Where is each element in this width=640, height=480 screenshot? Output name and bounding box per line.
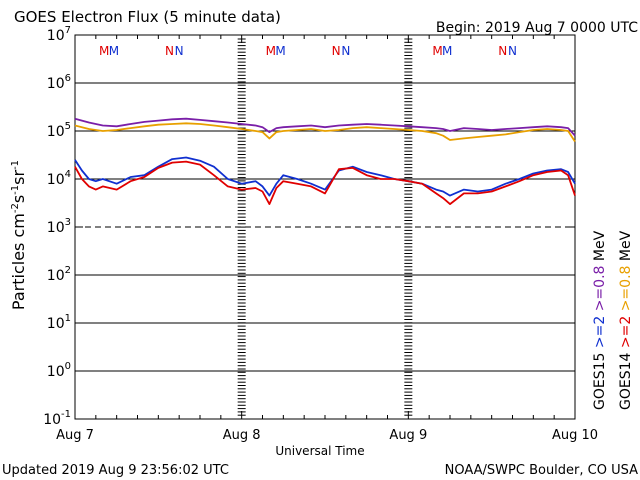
- y-tick-label: 102: [47, 265, 71, 284]
- y-tick-label-base: 10: [47, 124, 65, 140]
- mn-marker: M: [109, 44, 119, 58]
- mn-marker: N: [332, 44, 341, 58]
- y-tick-label-exp: 5: [65, 121, 71, 132]
- legend-entry: >=2: [592, 316, 608, 353]
- y-tick-label-exp: 7: [65, 25, 71, 36]
- credit-text: NOAA/SWPC Boulder, CO USA: [445, 463, 638, 478]
- x-tick-label: Aug 8: [223, 428, 261, 443]
- y-tick-label-exp: 2: [65, 265, 71, 276]
- legend-entry: GOES14: [618, 352, 634, 410]
- y-tick-label-base: 10: [47, 172, 65, 188]
- series-line: [74, 117, 576, 137]
- y-tick-label-exp: 3: [65, 217, 71, 228]
- y-tick-label-base: 10: [47, 316, 65, 332]
- y-tick-label: 104: [47, 169, 71, 188]
- legend-column: GOES15 >=2 >=0.8 MeV: [592, 230, 608, 410]
- legend-entry: >=2: [618, 316, 634, 353]
- y-tick-label-base: 10: [47, 28, 65, 44]
- chart-title: GOES Electron Flux (5 minute data): [14, 8, 281, 26]
- x-axis-ticks: Aug 7 Aug 8 Aug 9 Aug 10: [56, 35, 598, 443]
- y-tick-label-exp: -1: [61, 409, 71, 420]
- mn-marker: M: [99, 44, 109, 58]
- y-tick-label-base: 10: [47, 76, 65, 92]
- y-tick-label-base: 10: [47, 364, 65, 380]
- legend-entry: GOES15: [592, 353, 608, 410]
- y-axis-label-mid2: sr: [9, 170, 28, 185]
- mn-marker: M: [442, 44, 452, 58]
- series-line: [74, 156, 576, 197]
- begin-label: Begin: 2019 Aug 7 0000 UTC: [436, 20, 638, 36]
- mn-marker: N: [508, 44, 517, 58]
- y-axis-label-exp3: -1: [10, 160, 21, 170]
- y-axis-label-exp1: -2: [10, 203, 21, 213]
- y-axis-label-exp2: -1: [10, 185, 21, 195]
- mn-marker: N: [498, 44, 507, 58]
- legend-entry: >=0.8: [592, 266, 608, 316]
- x-tick-label: Aug 9: [389, 428, 427, 443]
- y-tick-label: 106: [47, 73, 71, 92]
- mn-marker: N: [165, 44, 174, 58]
- legend-entry: >=0.8: [618, 266, 634, 316]
- y-tick-label-exp: 6: [65, 73, 71, 84]
- legend-entry: MeV: [592, 230, 608, 265]
- y-tick-label-base: 10: [43, 412, 61, 428]
- y-axis-label: Particles cm-2s-1sr-1: [9, 160, 28, 310]
- y-tick-label: 105: [47, 121, 71, 140]
- y-tick-label: 100: [47, 361, 71, 380]
- x-tick-label: Aug 7: [56, 428, 94, 443]
- y-tick-label: 103: [47, 217, 71, 236]
- mn-marker: N: [341, 44, 350, 58]
- x-tick-label: Aug 10: [552, 428, 598, 443]
- plot-grid: [75, 82, 575, 372]
- y-tick-label-exp: 4: [65, 169, 71, 180]
- series-line: [74, 122, 576, 143]
- updated-timestamp: Updated 2019 Aug 9 23:56:02 UTC: [2, 463, 229, 478]
- mn-marker: M: [275, 44, 285, 58]
- y-axis-label-mid1: s: [9, 195, 28, 203]
- mn-marker: N: [175, 44, 184, 58]
- legend-entry: MeV: [618, 230, 634, 265]
- y-tick-label-base: 10: [47, 268, 65, 284]
- series-lines: [74, 117, 576, 206]
- y-tick-label: 101: [47, 313, 71, 332]
- legend-column: GOES14 >=2 >=0.8 MeV: [618, 230, 634, 410]
- y-axis-label-main: Particles cm: [9, 213, 28, 310]
- y-tick-label-base: 10: [47, 220, 65, 236]
- y-tick-label: 10-1: [43, 409, 71, 428]
- series-line: [74, 160, 576, 206]
- y-tick-label-exp: 0: [65, 361, 71, 372]
- y-tick-label: 107: [47, 25, 71, 44]
- y-tick-label-exp: 1: [65, 313, 71, 324]
- mn-marker: M: [266, 44, 276, 58]
- x-axis-label: Universal Time: [275, 444, 364, 458]
- mn-marker: M: [432, 44, 442, 58]
